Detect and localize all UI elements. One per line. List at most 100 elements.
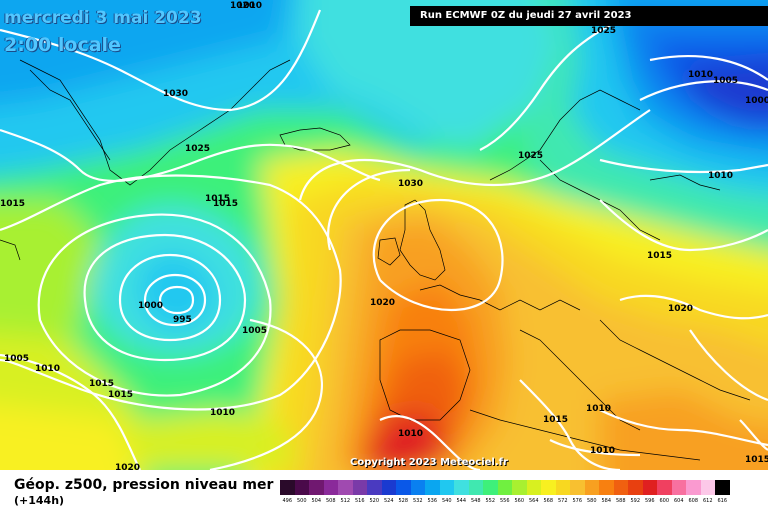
scale-label: 504	[311, 498, 322, 504]
isobar-label: 1005	[713, 76, 738, 86]
scale-swatch	[642, 480, 657, 495]
scale-swatch	[497, 480, 512, 495]
scale-step: 512	[338, 480, 353, 508]
isobar-label: 1025	[591, 26, 616, 36]
scale-swatch	[613, 480, 628, 495]
scale-label: 608	[688, 498, 699, 504]
scale-step: 584	[599, 480, 614, 508]
scale-step: 532	[410, 480, 425, 508]
scale-label: 524	[383, 498, 394, 504]
isobar-label: 1030	[163, 89, 188, 99]
scale-step: 596	[642, 480, 657, 508]
scale-label: 604	[673, 498, 684, 504]
isobar-label: 1010	[586, 404, 611, 414]
scale-swatch	[309, 480, 324, 495]
scale-step: 588	[613, 480, 628, 508]
scale-step: 560	[512, 480, 527, 508]
forecast-map: 1030 1025 1025 1025 1020 1015 1015 1005 …	[0, 0, 768, 470]
scale-label: 576	[572, 498, 583, 504]
scale-swatch	[381, 480, 396, 495]
isobar-label: 1030	[398, 179, 423, 189]
scale-swatch	[555, 480, 570, 495]
scale-swatch	[671, 480, 686, 495]
scale-step: 616	[715, 480, 730, 508]
scale-swatch	[686, 480, 701, 495]
scale-label: 564	[528, 498, 539, 504]
isobar-label: 1015	[0, 199, 25, 209]
scale-step: 524	[381, 480, 396, 508]
scale-label: 544	[456, 498, 467, 504]
scale-step: 508	[323, 480, 338, 508]
scale-label: 540	[441, 498, 452, 504]
scale-label: 616	[717, 498, 728, 504]
isobar-label: 1020	[668, 304, 693, 314]
isobar-label: 1010	[590, 446, 615, 456]
scale-step: 564	[526, 480, 541, 508]
isobar-label: 1025	[185, 144, 210, 154]
scale-swatch	[599, 480, 614, 495]
scale-swatch	[396, 480, 411, 495]
scale-step: 580	[584, 480, 599, 508]
scale-label: 600	[659, 498, 670, 504]
copyright-text: Copyright 2023 Meteociel.fr	[350, 457, 508, 468]
isobar-label: 1010	[398, 429, 423, 439]
scale-swatch	[715, 480, 730, 495]
scale-swatch	[338, 480, 353, 495]
scale-label: 592	[630, 498, 641, 504]
isobar-label: 1015	[647, 251, 672, 261]
scale-swatch	[425, 480, 440, 495]
scale-label: 612	[702, 498, 713, 504]
scale-label: 568	[543, 498, 554, 504]
scale-step: 572	[555, 480, 570, 508]
isobar-label: 1015	[89, 379, 114, 389]
scale-label: 520	[369, 498, 380, 504]
scale-swatch	[323, 480, 338, 495]
scale-swatch	[483, 480, 498, 495]
isobar-label: 1015	[108, 390, 133, 400]
scale-step: 536	[425, 480, 440, 508]
scale-label: 556	[499, 498, 510, 504]
forecast-date: mercredi 3 mai 2023	[4, 8, 202, 28]
scale-step: 568	[541, 480, 556, 508]
isobar-labels: 1030 1025 1025 1025 1020 1015 1015 1005 …	[0, 1, 768, 470]
isobar-label: 1010	[237, 1, 262, 11]
isobar-label: 1005	[4, 354, 29, 364]
map-footer: Géop. z500, pression niveau mer (+144h) …	[0, 470, 768, 512]
scale-step: 496	[280, 480, 295, 508]
scale-step: 528	[396, 480, 411, 508]
scale-swatch	[541, 480, 556, 495]
isobar-label: 1005	[242, 326, 267, 336]
scale-step: 556	[497, 480, 512, 508]
isobar-label: 1010	[35, 364, 60, 374]
scale-label: 500	[296, 498, 307, 504]
scale-label: 596	[644, 498, 655, 504]
isobar-label: 1015	[213, 199, 238, 209]
isobar-label: 1020	[115, 463, 140, 470]
scale-label: 496	[282, 498, 293, 504]
isobar-label: 1025	[518, 151, 543, 161]
scale-step: 612	[700, 480, 715, 508]
scale-swatch	[367, 480, 382, 495]
scale-step: 592	[628, 480, 643, 508]
scale-swatch	[280, 480, 295, 495]
isobar-label: 1010	[688, 70, 713, 80]
scale-swatch	[410, 480, 425, 495]
scale-step: 600	[657, 480, 672, 508]
map-title: Géop. z500, pression niveau mer	[14, 477, 274, 493]
scale-swatch	[468, 480, 483, 495]
scale-step: 604	[671, 480, 686, 508]
scale-swatch	[700, 480, 715, 495]
isobar-label: 1000	[745, 96, 768, 106]
scale-step: 576	[570, 480, 585, 508]
isobar-label: 1020	[230, 1, 255, 11]
scale-step: 552	[483, 480, 498, 508]
scale-swatch	[657, 480, 672, 495]
scale-label: 572	[557, 498, 568, 504]
isobars	[0, 9, 768, 470]
scale-label: 552	[485, 498, 496, 504]
isobar-label: 1015	[745, 455, 768, 465]
isobar-label: 1000	[138, 301, 163, 311]
scale-step: 516	[352, 480, 367, 508]
scale-step: 548	[468, 480, 483, 508]
run-info-banner: Run ECMWF 0Z du jeudi 27 avril 2023	[410, 6, 768, 26]
